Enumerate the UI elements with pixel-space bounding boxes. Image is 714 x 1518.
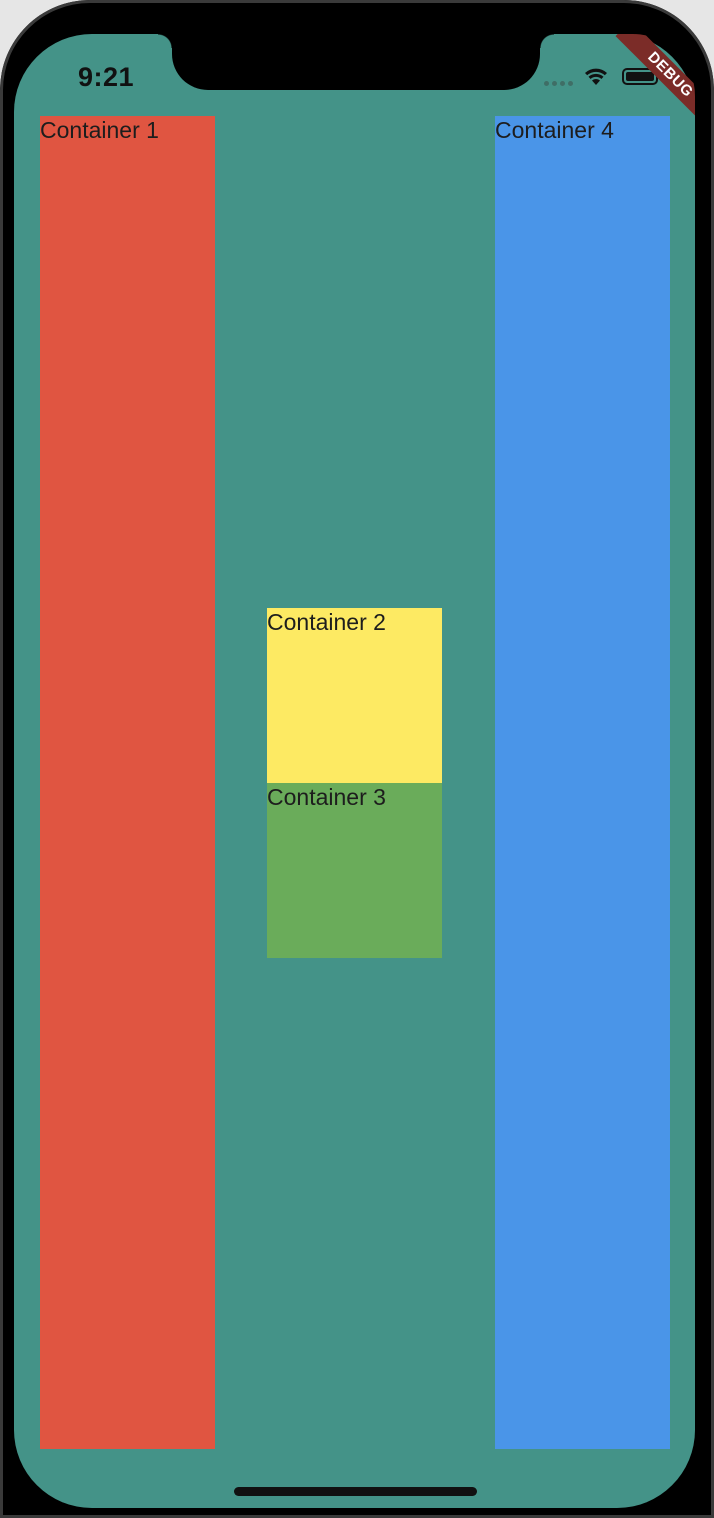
container-label: Container 3 (267, 784, 386, 810)
container-label: Container 1 (40, 117, 159, 143)
container-4: Container 4 (495, 116, 670, 1449)
status-time: 9:21 (78, 62, 135, 92)
container-3: Container 3 (267, 783, 442, 958)
container-2: Container 2 (267, 608, 442, 783)
wifi-icon (585, 68, 607, 85)
cellular-signal-icon (544, 81, 573, 86)
device-notch (158, 34, 554, 90)
container-label: Container 4 (495, 117, 614, 143)
home-indicator[interactable] (234, 1487, 477, 1496)
container-1: Container 1 (40, 116, 215, 1449)
container-label: Container 2 (267, 609, 386, 635)
